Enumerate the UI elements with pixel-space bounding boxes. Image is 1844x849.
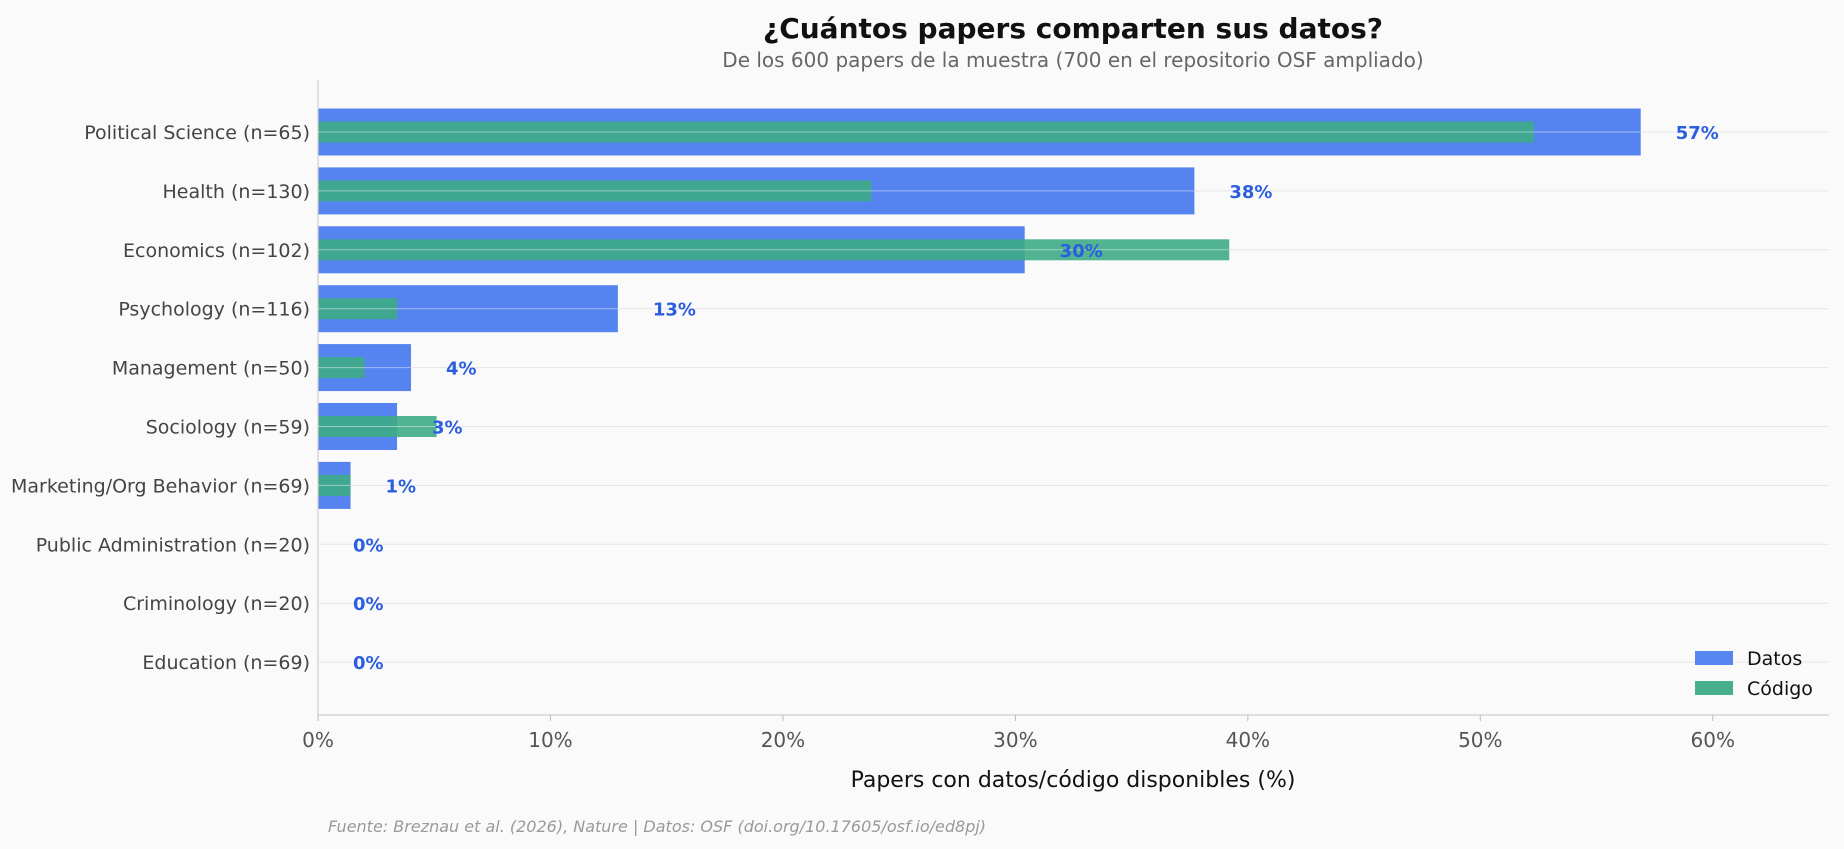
data-label: 30%	[1060, 241, 1103, 262]
x-tick-label: 0%	[302, 728, 334, 752]
category-label: Health (n=130)	[163, 181, 310, 203]
bar-codigo	[318, 357, 365, 379]
x-tick-label: 10%	[528, 728, 572, 752]
chart-title: ¿Cuántos papers comparten sus datos?	[763, 12, 1383, 45]
category-label: Criminology (n=20)	[123, 593, 310, 615]
category-label: Psychology (n=116)	[118, 299, 310, 321]
data-label: 38%	[1229, 182, 1272, 203]
data-label: 0%	[353, 535, 384, 556]
x-axis-label: Papers con datos/código disponibles (%)	[851, 768, 1296, 793]
category-label: Marketing/Org Behavior (n=69)	[11, 475, 310, 497]
data-label: 1%	[386, 476, 417, 497]
source-note: Fuente: Breznau et al. (2026), Nature | …	[328, 817, 986, 836]
x-tick-label: 30%	[993, 728, 1037, 752]
category-label: Education (n=69)	[142, 652, 310, 674]
data-label: 0%	[353, 594, 384, 615]
x-tick-label: 50%	[1458, 728, 1502, 752]
bar-codigo	[318, 298, 398, 320]
legend: Datos Código	[1695, 648, 1813, 700]
data-label: 0%	[353, 653, 384, 674]
bar-codigo	[318, 474, 351, 496]
bar-codigo	[318, 239, 1230, 261]
bar-codigo	[318, 121, 1534, 143]
chart-subtitle: De los 600 papers de la muestra (700 en …	[722, 48, 1423, 72]
legend-label: Código	[1747, 678, 1813, 700]
data-label: 4%	[446, 359, 477, 380]
data-label: 3%	[432, 418, 463, 439]
data-label: 57%	[1676, 123, 1719, 144]
category-label: Economics (n=102)	[123, 240, 310, 262]
category-label: Sociology (n=59)	[146, 417, 310, 439]
x-tick-label: 40%	[1226, 728, 1270, 752]
bar-codigo	[318, 180, 872, 202]
legend-swatch-codigo	[1695, 681, 1733, 695]
legend-label: Datos	[1747, 648, 1802, 670]
category-label: Public Administration (n=20)	[36, 534, 310, 556]
bar-codigo	[318, 416, 437, 437]
x-tick-label: 60%	[1691, 728, 1735, 752]
legend-swatch-datos	[1695, 651, 1733, 665]
category-label: Management (n=50)	[112, 358, 310, 380]
category-label: Political Science (n=65)	[84, 122, 310, 144]
data-label: 13%	[653, 300, 696, 321]
x-tick-label: 20%	[761, 728, 805, 752]
